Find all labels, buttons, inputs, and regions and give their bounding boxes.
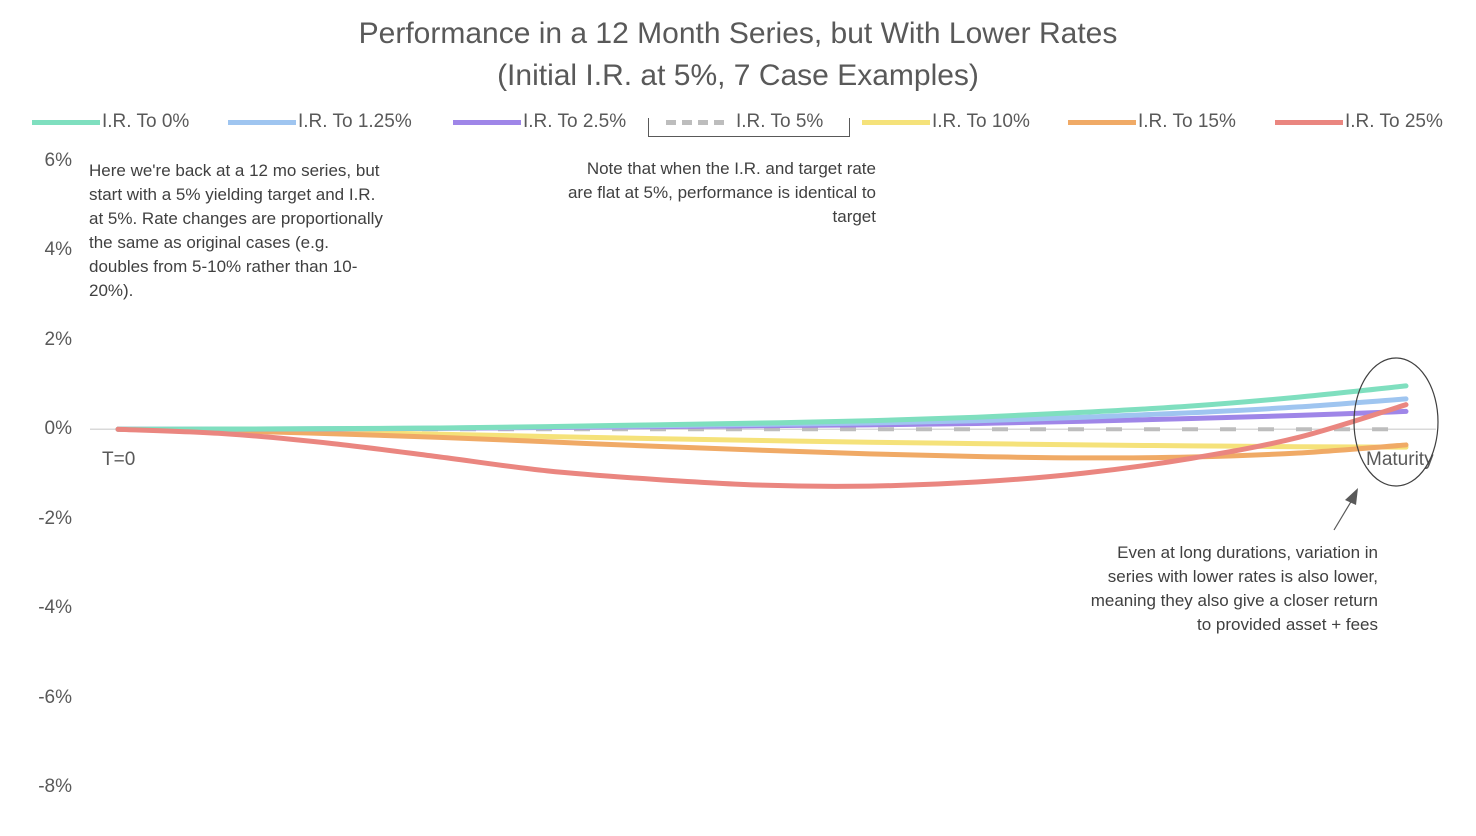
legend-swatch — [453, 119, 521, 125]
y-tick-label: -4% — [38, 597, 72, 619]
y-tick-label: 4% — [44, 239, 72, 261]
legend-swatch — [666, 119, 724, 125]
y-tick-label: -6% — [38, 686, 72, 708]
legend-label: I.R. To 2.5% — [523, 111, 627, 132]
legend-item: I.R. To 1.25% — [228, 108, 412, 136]
annotation-arrow-line — [1333, 499, 1353, 531]
annotation-arrow-head — [1345, 488, 1358, 505]
x-start-label: T=0 — [102, 449, 136, 470]
annotation-left: Here we're back at a 12 mo series, but s… — [89, 161, 383, 300]
chart-subtitle: (Initial I.R. at 5%, 7 Case Examples) — [497, 59, 979, 92]
legend-item: I.R. To 0% — [32, 108, 189, 136]
legend-item: I.R. To 2.5% — [453, 108, 626, 136]
y-tick-label: 0% — [44, 418, 72, 440]
legend-highlight-bracket — [648, 118, 850, 137]
legend-swatch — [1068, 119, 1136, 125]
legend-label: I.R. To 0% — [102, 111, 190, 132]
legend-item: I.R. To 10% — [862, 108, 1030, 136]
legend-swatch — [862, 119, 930, 125]
annotation-middle: Note that when the I.R. and target rate … — [567, 159, 876, 226]
legend-label: I.R. To 1.25% — [298, 111, 412, 132]
legend-item: I.R. To 15% — [1068, 108, 1236, 136]
series-line-i-r-to-0- — [115, 383, 1409, 432]
legend-swatch — [1275, 119, 1343, 125]
legend-label: I.R. To 15% — [1138, 111, 1236, 132]
legend-item: I.R. To 25% — [1275, 108, 1443, 136]
maturity-highlight-ellipse — [1353, 357, 1439, 487]
annotation-right: Even at long durations, variation in ser… — [1090, 543, 1378, 634]
y-tick-label: -2% — [38, 507, 72, 529]
legend-swatch — [228, 119, 296, 125]
legend-swatch — [32, 119, 100, 125]
chart-title: Performance in a 12 Month Series, but Wi… — [358, 17, 1118, 50]
series-line-i-r-to-25- — [115, 402, 1409, 489]
y-tick-label: 6% — [44, 150, 72, 171]
x-end-label: Maturity — [1366, 449, 1434, 470]
legend-label: I.R. To 5% — [736, 111, 824, 132]
legend-item: I.R. To 5% — [666, 108, 823, 136]
legend-label: I.R. To 10% — [932, 111, 1030, 132]
legend: I.R. To 0% I.R. To 1.25% I.R. To 2.5% I.R. … — [0, 108, 1476, 136]
legend-label: I.R. To 25% — [1345, 111, 1443, 132]
y-tick-label: -8% — [38, 776, 72, 797]
y-tick-label: 2% — [44, 328, 72, 350]
